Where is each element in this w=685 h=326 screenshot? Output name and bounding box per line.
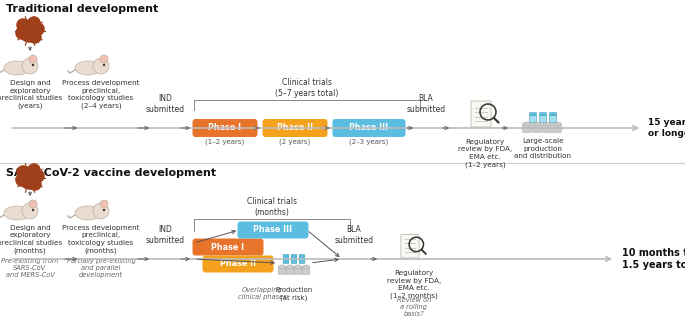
Circle shape	[22, 58, 38, 74]
Text: Regulatory
review by FDA,
EMA etc.
(1–2 months): Regulatory review by FDA, EMA etc. (1–2 …	[387, 270, 441, 299]
FancyBboxPatch shape	[471, 101, 491, 127]
Ellipse shape	[303, 265, 310, 269]
Text: Overlapping
clinical phases: Overlapping clinical phases	[238, 287, 286, 300]
Text: Partially pre-existing
and parallel
development: Partially pre-existing and parallel deve…	[66, 258, 136, 278]
FancyBboxPatch shape	[278, 267, 286, 274]
Text: Review on
a rolling
basis?: Review on a rolling basis?	[397, 297, 431, 317]
Ellipse shape	[533, 122, 541, 126]
Text: 10 months to
1.5 years total: 10 months to 1.5 years total	[622, 248, 685, 270]
Circle shape	[17, 19, 29, 31]
Text: Production
(at risk): Production (at risk)	[275, 287, 312, 301]
Circle shape	[22, 203, 38, 219]
Text: IND
submitted: IND submitted	[145, 225, 184, 245]
FancyBboxPatch shape	[543, 124, 551, 132]
FancyBboxPatch shape	[540, 113, 547, 116]
Circle shape	[29, 55, 37, 63]
Text: 15 years
or longer: 15 years or longer	[648, 118, 685, 138]
FancyBboxPatch shape	[332, 119, 406, 137]
FancyBboxPatch shape	[286, 267, 294, 274]
Circle shape	[29, 31, 41, 43]
Text: Phase I: Phase I	[212, 243, 245, 251]
Circle shape	[16, 174, 28, 186]
Text: Pre-existing from
SARS-CoV
and MERS-CoV: Pre-existing from SARS-CoV and MERS-CoV	[1, 258, 59, 278]
Circle shape	[28, 17, 40, 29]
Circle shape	[29, 200, 37, 208]
FancyBboxPatch shape	[291, 255, 297, 263]
Text: Process development
preclinical,
toxicology studies
(months): Process development preclinical, toxicol…	[62, 225, 140, 254]
Text: (1–2 years): (1–2 years)	[206, 139, 245, 145]
FancyBboxPatch shape	[302, 267, 310, 274]
Circle shape	[16, 27, 28, 39]
Circle shape	[103, 64, 105, 66]
Circle shape	[17, 166, 29, 178]
Circle shape	[32, 23, 44, 35]
Circle shape	[32, 170, 44, 182]
Text: (2–3 years): (2–3 years)	[349, 139, 388, 145]
Text: IND
submitted: IND submitted	[145, 94, 184, 114]
Circle shape	[21, 176, 33, 188]
FancyBboxPatch shape	[192, 239, 264, 256]
Circle shape	[100, 55, 108, 63]
Circle shape	[19, 167, 41, 189]
Circle shape	[21, 29, 33, 41]
Circle shape	[29, 178, 41, 190]
FancyBboxPatch shape	[549, 116, 556, 122]
Ellipse shape	[523, 122, 531, 126]
Text: Phase II: Phase II	[220, 259, 256, 269]
Text: Clinical trials
(months): Clinical trials (months)	[247, 197, 297, 217]
Ellipse shape	[543, 122, 551, 126]
Circle shape	[93, 203, 109, 219]
FancyBboxPatch shape	[262, 119, 327, 137]
Text: Traditional development: Traditional development	[6, 4, 158, 14]
Circle shape	[103, 209, 105, 211]
Text: Clinical trials
(5–7 years total): Clinical trials (5–7 years total)	[275, 78, 338, 98]
Ellipse shape	[4, 206, 30, 220]
Ellipse shape	[553, 122, 561, 126]
FancyBboxPatch shape	[192, 119, 258, 137]
Text: Design and
exploratory
preclinical studies
(months): Design and exploratory preclinical studi…	[0, 225, 62, 254]
FancyBboxPatch shape	[401, 234, 419, 258]
FancyBboxPatch shape	[294, 267, 302, 274]
Ellipse shape	[75, 206, 101, 220]
Text: BLA
submitted: BLA submitted	[406, 94, 445, 114]
Text: BLA
submitted: BLA submitted	[334, 225, 373, 245]
FancyBboxPatch shape	[530, 113, 536, 116]
FancyBboxPatch shape	[540, 116, 547, 122]
Text: Phase III: Phase III	[253, 226, 292, 234]
Text: Phase III: Phase III	[349, 124, 388, 132]
FancyBboxPatch shape	[549, 113, 556, 116]
Circle shape	[93, 58, 109, 74]
Circle shape	[32, 209, 34, 211]
FancyBboxPatch shape	[523, 124, 532, 132]
FancyBboxPatch shape	[299, 255, 305, 263]
FancyBboxPatch shape	[553, 124, 561, 132]
Circle shape	[100, 200, 108, 208]
FancyBboxPatch shape	[530, 116, 536, 122]
Ellipse shape	[279, 265, 286, 269]
Circle shape	[32, 64, 34, 66]
Ellipse shape	[295, 265, 301, 269]
FancyBboxPatch shape	[238, 221, 308, 239]
Text: Phase I: Phase I	[208, 124, 242, 132]
FancyBboxPatch shape	[533, 124, 541, 132]
Text: Process development
preclinical,
toxicology studies
(2–4 years): Process development preclinical, toxicol…	[62, 80, 140, 109]
Text: Design and
exploratory
preclinical studies
(years): Design and exploratory preclinical studi…	[0, 80, 62, 109]
Text: SARS-CoV-2 vaccine development: SARS-CoV-2 vaccine development	[6, 168, 216, 178]
Ellipse shape	[75, 61, 101, 75]
Text: (2 years): (2 years)	[279, 139, 310, 145]
Text: Regulatory
review by FDA,
EMA etc.
(1–2 years): Regulatory review by FDA, EMA etc. (1–2 …	[458, 139, 512, 168]
Ellipse shape	[286, 265, 293, 269]
FancyBboxPatch shape	[283, 255, 289, 263]
Circle shape	[19, 20, 41, 42]
Text: Phase II: Phase II	[277, 124, 313, 132]
Text: Large-scale
production
and distribution: Large-scale production and distribution	[514, 138, 571, 159]
Circle shape	[28, 164, 40, 176]
FancyBboxPatch shape	[203, 256, 273, 273]
Ellipse shape	[4, 61, 30, 75]
